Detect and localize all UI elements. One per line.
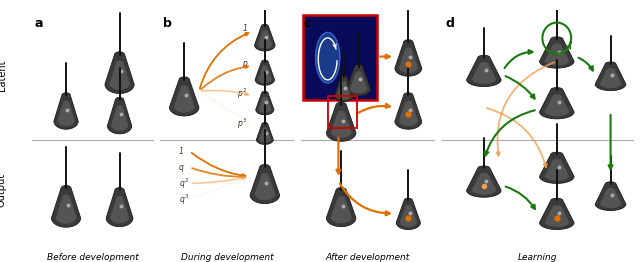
Text: $q^3$: $q^3$ [179, 192, 189, 207]
FancyArrowPatch shape [484, 110, 535, 155]
Text: $p^2$: $p^2$ [237, 86, 247, 101]
FancyArrowPatch shape [358, 104, 390, 113]
FancyArrowPatch shape [380, 55, 390, 58]
FancyArrowPatch shape [337, 138, 340, 173]
Polygon shape [540, 152, 574, 183]
FancyArrowPatch shape [506, 76, 534, 99]
Polygon shape [255, 24, 275, 51]
FancyArrowPatch shape [497, 62, 554, 156]
FancyArrowPatch shape [201, 66, 248, 89]
Polygon shape [258, 66, 272, 83]
Text: 1: 1 [179, 147, 184, 156]
Polygon shape [174, 85, 195, 113]
Polygon shape [259, 127, 271, 143]
Polygon shape [545, 44, 569, 66]
Bar [303, 15, 378, 100]
Polygon shape [255, 173, 275, 200]
Polygon shape [255, 60, 275, 85]
Polygon shape [540, 198, 574, 230]
Polygon shape [111, 105, 128, 131]
FancyArrowPatch shape [200, 33, 248, 89]
FancyArrowPatch shape [193, 177, 245, 183]
Polygon shape [250, 165, 280, 204]
FancyArrowPatch shape [506, 187, 535, 209]
Text: Output: Output [0, 173, 6, 208]
FancyArrowPatch shape [579, 58, 593, 70]
Polygon shape [595, 62, 626, 91]
Text: b: b [163, 17, 172, 30]
Polygon shape [258, 30, 272, 49]
FancyArrowPatch shape [192, 178, 246, 199]
Text: During development: During development [181, 253, 273, 261]
Polygon shape [109, 61, 130, 90]
FancyArrowPatch shape [486, 108, 547, 167]
Text: c: c [303, 17, 311, 30]
Polygon shape [326, 188, 356, 227]
Text: 1: 1 [243, 24, 247, 34]
Polygon shape [170, 77, 199, 116]
Polygon shape [399, 101, 418, 126]
Text: $q^2$: $q^2$ [179, 176, 189, 190]
Polygon shape [110, 196, 129, 223]
FancyArrowPatch shape [192, 153, 245, 177]
Text: After development: After development [326, 253, 410, 261]
Polygon shape [545, 159, 569, 181]
Polygon shape [257, 123, 273, 144]
Text: $p^3$: $p^3$ [237, 116, 247, 131]
Polygon shape [400, 205, 417, 227]
FancyArrowPatch shape [192, 168, 245, 178]
Polygon shape [545, 94, 569, 116]
Polygon shape [540, 88, 574, 119]
Polygon shape [467, 55, 501, 86]
Polygon shape [326, 102, 356, 141]
Polygon shape [595, 182, 626, 210]
Polygon shape [331, 111, 351, 138]
FancyArrowPatch shape [504, 50, 532, 68]
Text: a: a [35, 17, 43, 30]
Text: Before development: Before development [47, 253, 139, 261]
Ellipse shape [316, 32, 340, 83]
Polygon shape [54, 93, 78, 129]
Polygon shape [337, 81, 351, 99]
Polygon shape [396, 198, 420, 230]
Polygon shape [346, 64, 371, 96]
Text: Latent: Latent [0, 59, 6, 91]
Bar [328, 96, 357, 128]
Polygon shape [600, 188, 621, 208]
Polygon shape [472, 62, 496, 84]
Polygon shape [259, 96, 271, 113]
Polygon shape [105, 52, 134, 94]
Polygon shape [472, 173, 496, 195]
Text: p: p [243, 59, 247, 68]
FancyArrowPatch shape [340, 183, 390, 215]
Polygon shape [350, 71, 367, 93]
Polygon shape [600, 68, 621, 88]
Polygon shape [51, 185, 81, 227]
Polygon shape [395, 40, 422, 76]
Polygon shape [545, 205, 569, 227]
Polygon shape [56, 195, 76, 224]
Polygon shape [467, 166, 501, 197]
Polygon shape [334, 75, 353, 102]
Polygon shape [395, 93, 422, 129]
Polygon shape [58, 101, 75, 126]
Polygon shape [540, 37, 574, 68]
Polygon shape [108, 97, 132, 134]
FancyArrowPatch shape [202, 93, 250, 123]
FancyArrowPatch shape [202, 90, 248, 95]
Polygon shape [331, 196, 351, 223]
Text: d: d [445, 17, 454, 30]
Polygon shape [399, 48, 418, 73]
FancyArrowPatch shape [609, 115, 612, 169]
Polygon shape [106, 188, 133, 227]
Polygon shape [256, 91, 274, 115]
Text: Learning: Learning [518, 253, 557, 261]
Text: q: q [179, 163, 184, 172]
